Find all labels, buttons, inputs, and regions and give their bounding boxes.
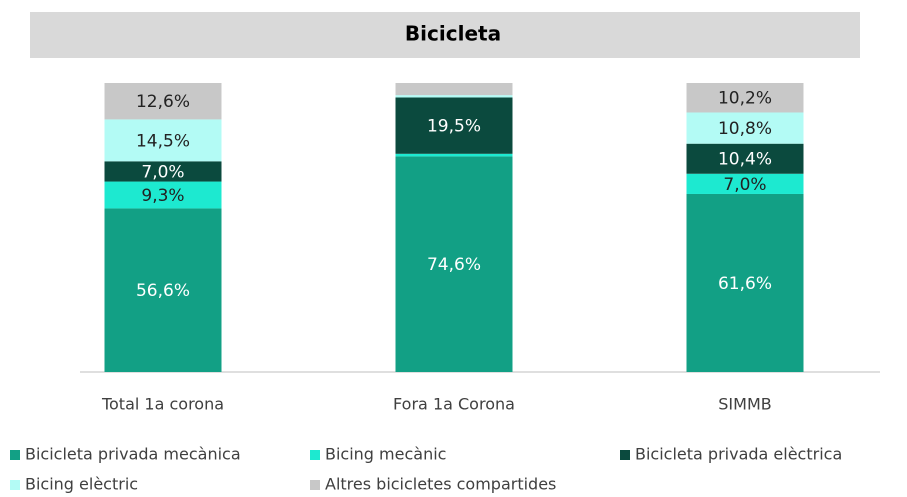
value-label: 10,8% xyxy=(718,119,772,139)
legend-label: Bicing elèctric xyxy=(25,475,138,494)
x-tick-label: Fora 1a Corona xyxy=(393,395,515,414)
x-tick-label: Total 1a corona xyxy=(101,395,224,414)
value-label: 19,5% xyxy=(427,117,481,137)
bar-segment xyxy=(686,173,804,194)
legend-label: Bicicleta privada elèctrica xyxy=(635,445,842,464)
x-tick-label: SIMMB xyxy=(718,395,771,414)
bar-segment xyxy=(104,208,222,372)
value-label: 7,0% xyxy=(723,175,766,195)
legend-swatch xyxy=(620,450,630,460)
bar-segment xyxy=(104,83,222,120)
legend-swatch xyxy=(310,450,320,460)
bar-segment xyxy=(395,97,513,154)
bar-segment xyxy=(395,95,513,98)
bar-segment xyxy=(686,112,804,144)
bar-segment xyxy=(395,156,513,372)
bar-segment xyxy=(395,83,513,96)
value-label: 12,6% xyxy=(136,92,190,112)
value-label: 10,2% xyxy=(718,89,772,109)
legend-label: Altres bicicletes compartides xyxy=(325,475,556,494)
value-label: 74,6% xyxy=(427,255,481,275)
legend-swatch xyxy=(10,450,20,460)
legend-swatch xyxy=(10,480,20,490)
value-label: 9,3% xyxy=(141,186,184,206)
bar-segment xyxy=(686,143,804,174)
legend-swatch xyxy=(310,480,320,490)
value-label: 56,6% xyxy=(136,281,190,301)
legend-label: Bicing mecànic xyxy=(325,445,446,464)
title-band xyxy=(30,12,860,58)
bar-segment xyxy=(686,193,804,372)
chart-title: Bicicleta xyxy=(405,22,501,46)
bar-segment xyxy=(104,181,222,209)
value-label: 7,0% xyxy=(141,162,184,182)
bar-segment xyxy=(395,153,513,157)
bar-segment xyxy=(686,83,804,113)
legend-label: Bicicleta privada mecànica xyxy=(25,445,241,464)
bar-segment xyxy=(104,119,222,162)
value-label: 14,5% xyxy=(136,131,190,151)
value-label: 61,6% xyxy=(718,274,772,294)
bar-segment xyxy=(104,161,222,182)
value-label: 10,4% xyxy=(718,150,772,170)
